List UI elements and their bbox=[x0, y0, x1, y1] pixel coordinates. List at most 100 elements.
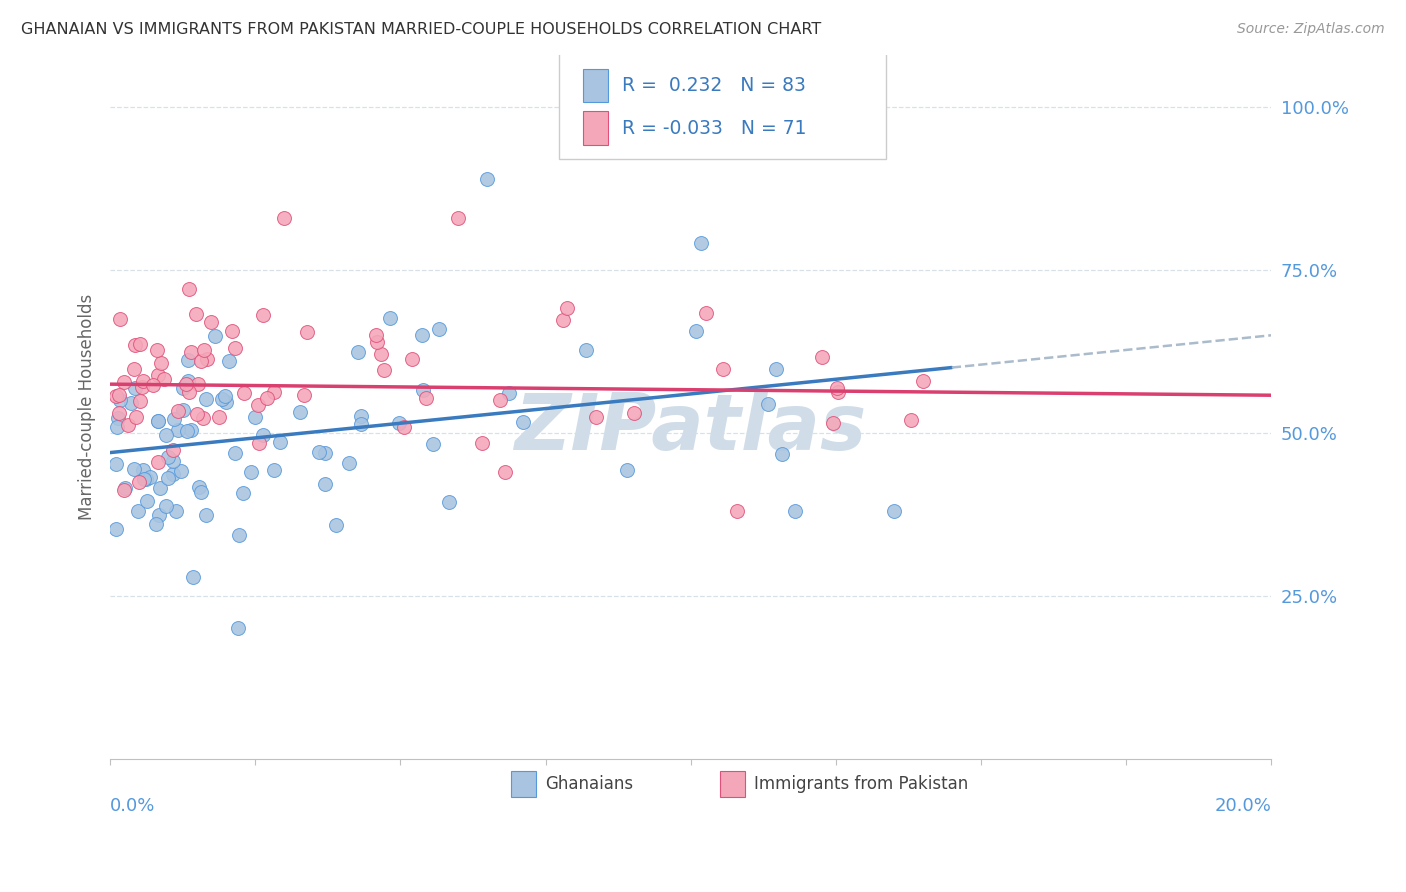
Point bbox=[690, 235, 713, 250]
Text: ZIPatlas: ZIPatlas bbox=[515, 390, 866, 467]
Point bbox=[224, 446, 246, 460]
Point bbox=[290, 405, 312, 419]
Point bbox=[194, 508, 217, 522]
Point bbox=[165, 504, 187, 518]
Point bbox=[240, 465, 263, 479]
Point bbox=[127, 504, 149, 518]
Point bbox=[218, 354, 240, 368]
Point bbox=[128, 475, 150, 490]
Point bbox=[146, 455, 169, 469]
Point bbox=[188, 480, 211, 494]
Point bbox=[114, 481, 136, 495]
Point bbox=[411, 328, 433, 343]
Point bbox=[252, 428, 274, 442]
Point bbox=[695, 306, 717, 320]
Point bbox=[193, 410, 215, 425]
Point bbox=[181, 570, 204, 584]
Point bbox=[104, 522, 127, 536]
Point bbox=[190, 353, 212, 368]
Bar bbox=[582, 69, 609, 103]
Point bbox=[148, 414, 170, 428]
Point bbox=[447, 211, 470, 225]
Text: Source: ZipAtlas.com: Source: ZipAtlas.com bbox=[1237, 22, 1385, 37]
Point bbox=[167, 403, 190, 417]
Point bbox=[162, 467, 184, 482]
Point bbox=[388, 416, 411, 430]
Point bbox=[128, 394, 150, 409]
Point bbox=[131, 374, 153, 388]
Point bbox=[211, 392, 233, 407]
Point bbox=[107, 411, 129, 425]
Point bbox=[785, 504, 807, 518]
Point bbox=[149, 482, 172, 496]
Point bbox=[350, 417, 373, 431]
Point bbox=[623, 406, 645, 420]
Text: Immigrants from Pakistan: Immigrants from Pakistan bbox=[755, 775, 969, 793]
Point bbox=[122, 462, 145, 476]
Text: R =  0.232   N = 83: R = 0.232 N = 83 bbox=[621, 76, 806, 95]
Point bbox=[233, 385, 256, 400]
Bar bbox=[582, 112, 609, 145]
Text: 20.0%: 20.0% bbox=[1215, 797, 1271, 815]
Point bbox=[232, 486, 254, 500]
Point bbox=[370, 347, 392, 361]
Point bbox=[148, 508, 170, 522]
Point bbox=[176, 425, 198, 439]
Point bbox=[339, 457, 361, 471]
Point bbox=[401, 352, 423, 367]
Point bbox=[172, 380, 194, 394]
Point bbox=[221, 324, 243, 338]
Point bbox=[124, 361, 146, 376]
Point bbox=[825, 381, 848, 395]
Point bbox=[215, 395, 238, 409]
Point bbox=[174, 376, 197, 391]
Point bbox=[422, 437, 444, 451]
Point bbox=[214, 388, 236, 402]
Point bbox=[477, 172, 499, 186]
Point bbox=[292, 388, 315, 402]
Point bbox=[146, 414, 169, 428]
Point bbox=[616, 463, 638, 477]
Text: R = -0.033   N = 71: R = -0.033 N = 71 bbox=[621, 119, 807, 138]
Point bbox=[273, 211, 295, 225]
Point bbox=[226, 622, 249, 636]
Point bbox=[295, 325, 318, 339]
Point bbox=[155, 499, 177, 513]
Y-axis label: Married-couple Households: Married-couple Households bbox=[79, 293, 96, 520]
Point bbox=[162, 442, 184, 457]
Point bbox=[685, 324, 707, 338]
Point bbox=[346, 345, 368, 359]
Text: Ghanaians: Ghanaians bbox=[546, 775, 634, 793]
Point bbox=[821, 416, 844, 430]
Point bbox=[246, 398, 269, 412]
Point bbox=[725, 504, 748, 518]
Point bbox=[131, 380, 153, 394]
Point bbox=[112, 483, 135, 497]
Point bbox=[125, 409, 148, 424]
Point bbox=[378, 311, 401, 326]
Point bbox=[415, 391, 437, 405]
Point bbox=[765, 362, 787, 376]
Point bbox=[108, 312, 131, 326]
Point bbox=[489, 393, 512, 408]
Point bbox=[186, 307, 208, 321]
Point bbox=[256, 392, 278, 406]
Point bbox=[900, 412, 922, 426]
Point bbox=[124, 381, 146, 395]
Point bbox=[135, 472, 157, 486]
Point bbox=[314, 446, 336, 460]
Point bbox=[177, 281, 200, 295]
Point bbox=[195, 351, 218, 366]
Point bbox=[124, 337, 146, 351]
Point bbox=[155, 427, 177, 442]
Point bbox=[555, 301, 578, 315]
Point bbox=[204, 329, 226, 343]
Point bbox=[437, 495, 460, 509]
Point bbox=[156, 471, 179, 485]
Point bbox=[575, 343, 598, 357]
Point bbox=[366, 327, 388, 342]
Point bbox=[142, 378, 165, 392]
Point bbox=[308, 445, 330, 459]
Point bbox=[120, 395, 142, 409]
Point bbox=[145, 516, 167, 531]
